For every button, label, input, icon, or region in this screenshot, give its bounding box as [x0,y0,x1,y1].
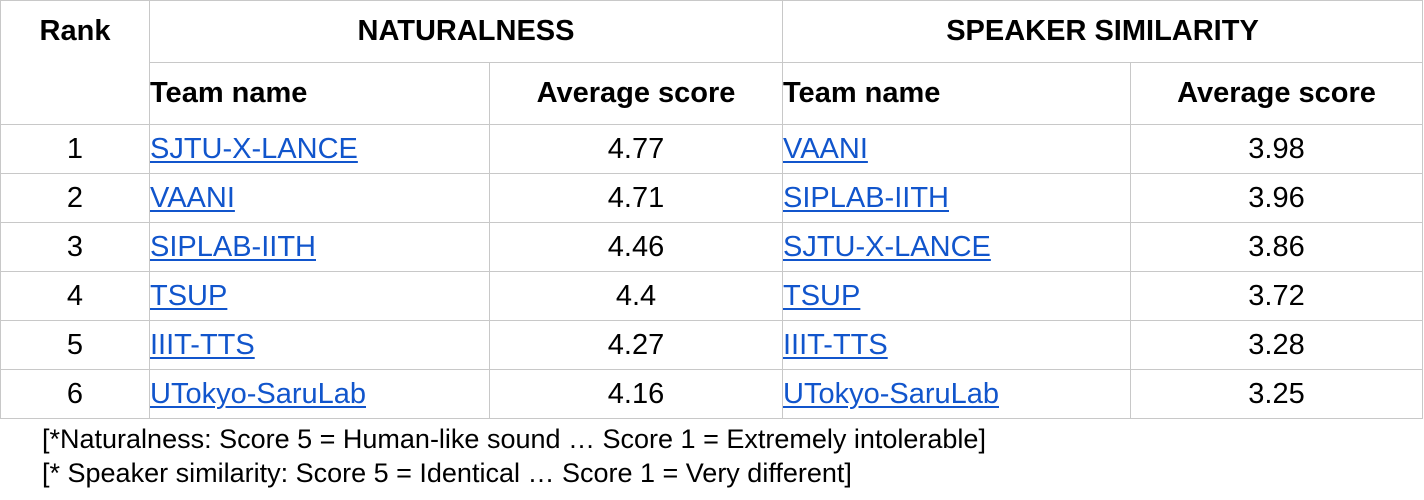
score-legend: [*Naturalness: Score 5 = Human-like soun… [42,422,986,490]
similarity-score-cell: 3.86 [1130,222,1423,272]
similarity-score-cell: 3.72 [1130,271,1423,321]
naturalness-team-link[interactable]: TSUP [150,279,228,312]
table-row: 3 SIPLAB-IITH 4.46 SJTU-X-LANCE 3.86 [0,222,1423,272]
similarity-team-link[interactable]: IIIT-TTS [783,328,888,361]
similarity-team-link[interactable]: SJTU-X-LANCE [783,230,991,263]
rank-cell: 5 [0,320,150,370]
naturalness-team-name-header: Team name [149,62,490,125]
rank-cell: 6 [0,369,150,419]
naturalness-score-cell: 4.27 [489,320,783,370]
similarity-score-cell: 3.98 [1130,124,1423,174]
rank-cell: 3 [0,222,150,272]
similarity-team-link[interactable]: SIPLAB-IITH [783,181,950,214]
naturalness-team-link[interactable]: VAANI [150,181,235,214]
naturalness-team-link[interactable]: SJTU-X-LANCE [150,132,358,165]
header-row-columns: Team name Average score Team name Averag… [1,62,1423,125]
naturalness-header: NATURALNESS [149,0,783,63]
table-row: 4 TSUP 4.4 TSUP 3.72 [0,271,1423,321]
table-row: 2 VAANI 4.71 SIPLAB-IITH 3.96 [0,173,1423,223]
naturalness-team-link[interactable]: UTokyo-SaruLab [150,377,367,410]
header-row-groups: Rank NATURALNESS SPEAKER SIMILARITY [0,0,1423,125]
similarity-note: [* Speaker similarity: Score 5 = Identic… [42,458,852,488]
similarity-average-score-header: Average score [1130,62,1423,125]
similarity-score-cell: 3.25 [1130,369,1423,419]
naturalness-average-score-header: Average score [489,62,783,125]
rank-header: Rank [0,0,150,125]
similarity-team-link[interactable]: UTokyo-SaruLab [783,377,1000,410]
naturalness-score-cell: 4.46 [489,222,783,272]
table-row: 5 IIIT-TTS 4.27 IIIT-TTS 3.28 [0,320,1423,370]
naturalness-note: [*Naturalness: Score 5 = Human-like soun… [42,424,986,454]
similarity-team-name-header: Team name [782,62,1131,125]
rank-cell: 1 [0,124,150,174]
table-row: 1 SJTU-X-LANCE 4.77 VAANI 3.98 [0,124,1423,174]
similarity-score-cell: 3.96 [1130,173,1423,223]
naturalness-team-link[interactable]: IIIT-TTS [150,328,255,361]
rank-cell: 4 [0,271,150,321]
naturalness-score-cell: 4.4 [489,271,783,321]
similarity-team-link[interactable]: VAANI [783,132,868,165]
results-table: Rank NATURALNESS SPEAKER SIMILARITY Team… [0,0,1423,419]
similarity-team-link[interactable]: TSUP [783,279,861,312]
naturalness-score-cell: 4.71 [489,173,783,223]
speaker-similarity-header: SPEAKER SIMILARITY [782,0,1423,63]
naturalness-score-cell: 4.77 [489,124,783,174]
naturalness-team-link[interactable]: SIPLAB-IITH [150,230,317,263]
rank-cell: 2 [0,173,150,223]
naturalness-score-cell: 4.16 [489,369,783,419]
similarity-score-cell: 3.28 [1130,320,1423,370]
table-row: 6 UTokyo-SaruLab 4.16 UTokyo-SaruLab 3.2… [0,369,1423,419]
